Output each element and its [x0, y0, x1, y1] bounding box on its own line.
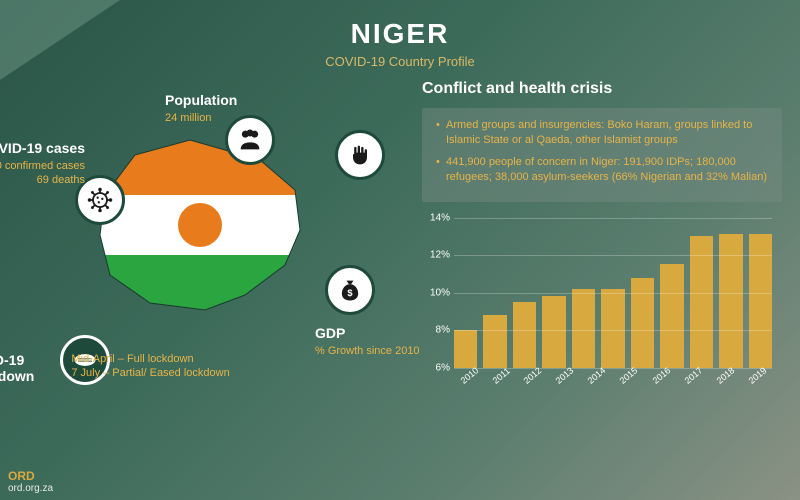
footer-url: ord.org.za: [8, 483, 53, 494]
lockdown-line2: 7 July – Partial/ Eased lockdown: [71, 366, 271, 380]
grid-line: [454, 330, 772, 331]
chart-bar: [601, 289, 624, 368]
lockdown-lines: Mid-April – Full lockdown 7 July – Parti…: [71, 352, 271, 381]
y-tick: 12%: [430, 250, 450, 261]
header: NIGER COVID-19 Country Profile: [0, 0, 800, 69]
x-tick-label: [774, 378, 785, 390]
grid-line: [454, 255, 772, 256]
gdp-chart: 6%8%10%12%14% 20102011201220132014201520…: [422, 218, 772, 388]
grid-line: [454, 368, 772, 369]
footer-brand: ORD: [8, 469, 53, 483]
x-tick-label: 2011: [486, 365, 512, 389]
page-title: NIGER: [0, 18, 800, 50]
chart-bar: [660, 264, 683, 367]
footer: ORD ord.org.za: [8, 469, 53, 494]
stat-cases: VID-19 cases 0 confirmed cases 69 deaths: [0, 140, 85, 188]
niger-map: [95, 135, 305, 315]
cases-line2: 69 deaths: [0, 173, 85, 187]
y-axis: 6%8%10%12%14%: [422, 218, 452, 368]
y-tick: 8%: [436, 325, 450, 336]
svg-text:$: $: [347, 288, 353, 298]
chart-bar: [513, 302, 536, 368]
gdp-label: GDP: [315, 325, 420, 341]
chart-bar: [542, 296, 565, 367]
population-value: 24 million: [165, 111, 237, 125]
lockdown-label: ID-19 kdown: [0, 352, 60, 384]
stat-lockdown: ID-19 kdown Mid-April – Full lockdown 7 …: [0, 352, 290, 387]
stat-gdp: GDP % Growth since 2010: [315, 325, 420, 358]
grid-line: [454, 293, 772, 294]
crisis-list: Armed groups and insurgencies: Boko Hara…: [434, 118, 770, 186]
right-panel: Conflict and health crisis Armed groups …: [422, 80, 782, 388]
gdp-value: % Growth since 2010: [315, 344, 420, 358]
money-bag-icon: $: [325, 265, 375, 315]
chart-bar: [454, 330, 477, 368]
crisis-box: Armed groups and insurgencies: Boko Hara…: [422, 108, 782, 202]
cases-line1: 0 confirmed cases: [0, 159, 85, 173]
left-panel: $ Population 24 million VID-19 cases 0 c…: [0, 80, 420, 440]
chart-bar: [572, 289, 595, 368]
chart-bar: [483, 315, 506, 368]
grid-line: [454, 218, 772, 219]
x-axis-labels: 2010201120122013201420152016201720182019: [454, 382, 772, 392]
y-tick: 14%: [430, 212, 450, 223]
crisis-title: Conflict and health crisis: [422, 80, 782, 98]
page-subtitle: COVID-19 Country Profile: [0, 54, 800, 69]
corner-decoration: [0, 0, 120, 80]
y-tick: 10%: [430, 287, 450, 298]
lockdown-line1: Mid-April – Full lockdown: [71, 352, 271, 366]
cases-label: VID-19 cases: [0, 140, 85, 156]
crisis-bullet: 441,900 people of concern in Niger: 191,…: [434, 155, 770, 186]
fist-icon: [335, 130, 385, 180]
stat-population: Population 24 million: [165, 92, 237, 125]
population-label: Population: [165, 92, 237, 108]
crisis-bullet: Armed groups and insurgencies: Boko Hara…: [434, 118, 770, 149]
y-tick: 6%: [436, 362, 450, 373]
chart-bar: [631, 278, 654, 368]
